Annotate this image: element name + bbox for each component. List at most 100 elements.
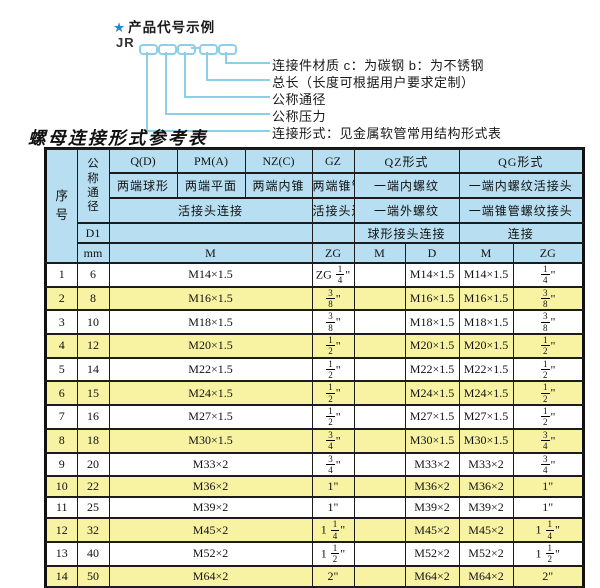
cell-qz-m [353,427,406,454]
cell-dn: 25 [76,496,110,520]
table-row: 7 16 M27×1.5 1 2 " M27×1.5 M27×1.5 1 2 " [45,404,584,430]
cell-gz-zg: 1 2 " [311,333,355,359]
header-qg-row3: 一端锥管螺纹接头 [458,197,584,224]
cell-dn: 18 [76,427,110,454]
cell-dn: 16 [76,404,110,430]
header-union-left: 活接头连接 [108,197,313,224]
cell-gz-zg: 1 1 4 " [311,517,355,543]
cell-dn: 32 [76,517,110,543]
header-blank-left [108,222,313,244]
cell-seq: 10 [45,475,78,499]
cell-seq: 14 [45,564,78,588]
header-qz-row3: 一端外螺纹 [353,197,460,224]
cell-qg-zg: 1" [512,475,584,499]
cell-qg-zg: 1 2 " [512,380,584,407]
header-qg: QG形式 [458,148,584,174]
cell-qg-m: M22×1.5 [458,356,514,383]
cell-gz-zg: 1 1 2 " [311,540,355,567]
connector-line-4 [206,52,270,81]
header-qz-d: D [404,242,460,264]
table-title: 螺母连接形式参考表 [28,128,208,148]
cell-seq: 13 [45,540,78,567]
cell-qz-d: M36×2 [404,475,460,499]
cell-qz-d: M52×2 [404,540,460,567]
cell-qz-m [353,517,406,543]
cell-qg-zg: 3 4 " [512,451,584,478]
cell-seq: 7 [45,404,78,430]
header-qz: QZ形式 [353,148,460,174]
header-union-gz: 活接头连接 [311,197,355,224]
cell-qz-d: M39×2 [404,496,460,520]
cell-dn: 22 [76,475,110,499]
cell-seq: 11 [45,496,78,520]
cell-dn: 8 [76,285,110,312]
cell-m-left: M24×1.5 [108,380,313,407]
cell-qg-m: M33×2 [458,451,514,478]
header-nz-sub: 两端内锥 [244,172,313,199]
cell-qg-zg: 2" [512,564,584,588]
cell-qg-m: M64×2 [458,564,514,588]
cell-gz-zg: 3 4 " [311,451,355,478]
table-row: 4 12 M20×1.5 1 2 " M20×1.5 M20×1.5 1 2 " [45,333,584,359]
header-qz-m: M [353,242,406,264]
table-row: 9 20 M33×2 3 4 " M33×2 M33×2 3 4 " [45,451,584,478]
header-pm: PM(A) [176,148,246,174]
header-nz: NZ(C) [244,148,313,174]
cell-m-left: M20×1.5 [108,333,313,359]
table-row: 12 32 M45×2 1 1 4 " M45×2 M45×2 1 1 4 " [45,517,584,543]
header-gz-sub: 两端锥管 [311,172,355,199]
connector-line-5 [225,52,270,64]
cell-gz-zg: 1" [311,475,355,499]
code-box-4 [199,44,218,55]
cell-seq: 5 [45,356,78,383]
cell-qz-d: M30×1.5 [404,427,460,454]
cell-m-left: M33×2 [108,451,313,478]
cell-m-left: M30×1.5 [108,427,313,454]
cell-qz-m [353,333,406,359]
cell-qg-zg: 1 2 " [512,356,584,383]
cell-seq: 2 [45,285,78,312]
cell-m-left: M18×1.5 [108,309,313,336]
cell-m-left: M45×2 [108,517,313,543]
cell-qg-zg: 1 1 2 " [512,540,584,567]
cell-dn: 14 [76,356,110,383]
table-row: 2 8 M16×1.5 3 8 " M16×1.5 M16×1.5 3 8 " [45,285,584,312]
cell-m-left: M14×1.5 [108,262,313,288]
cell-qg-m: M36×2 [458,475,514,499]
cell-qg-zg: 3 8 " [512,309,584,336]
cell-m-left: M22×1.5 [108,356,313,383]
cell-dn: 50 [76,564,110,588]
header-d1: D1 [76,222,110,244]
header-seq: 序号 [45,148,78,264]
star-icon: ★ [113,20,127,35]
cell-qg-m: M27×1.5 [458,404,514,430]
header-q: Q(D) [108,148,178,174]
cell-qz-d: M14×1.5 [404,262,460,288]
connector-line-2 [165,52,270,115]
cell-qz-d: M24×1.5 [404,380,460,407]
cell-gz-zg: 3 8 " [311,285,355,312]
cell-qg-m: M30×1.5 [458,427,514,454]
cell-seq: 12 [45,517,78,543]
header-qg-row2: 一端内螺纹活接头 [458,172,584,199]
cell-qz-m [353,404,406,430]
header-qz-row2: 一端内螺纹 [353,172,460,199]
cell-qz-d: M33×2 [404,451,460,478]
table-row: 8 18 M30×1.5 3 4 " M30×1.5 M30×1.5 3 4 " [45,427,584,454]
cell-gz-zg: 1 2 " [311,356,355,383]
cell-qz-m [353,262,406,288]
cell-seq: 1 [45,262,78,288]
cell-qg-m: M52×2 [458,540,514,567]
legend-nominal-pressure: 公称压力 [272,109,327,124]
code-box-2 [158,44,177,55]
cell-dn: 12 [76,333,110,359]
cell-qz-d: M16×1.5 [404,285,460,312]
legend-total-length: 总长（长度可根据用户要求定制） [272,75,475,90]
header-qz-row4: 球形接头连接 [353,222,460,244]
cell-qz-m [353,356,406,383]
cell-qz-d: M64×2 [404,564,460,588]
cell-seq: 6 [45,380,78,407]
cell-gz-zg: 1 2 " [311,380,355,407]
cell-gz-zg: 1 2 " [311,404,355,430]
cell-qg-zg: 1 2 " [512,333,584,359]
